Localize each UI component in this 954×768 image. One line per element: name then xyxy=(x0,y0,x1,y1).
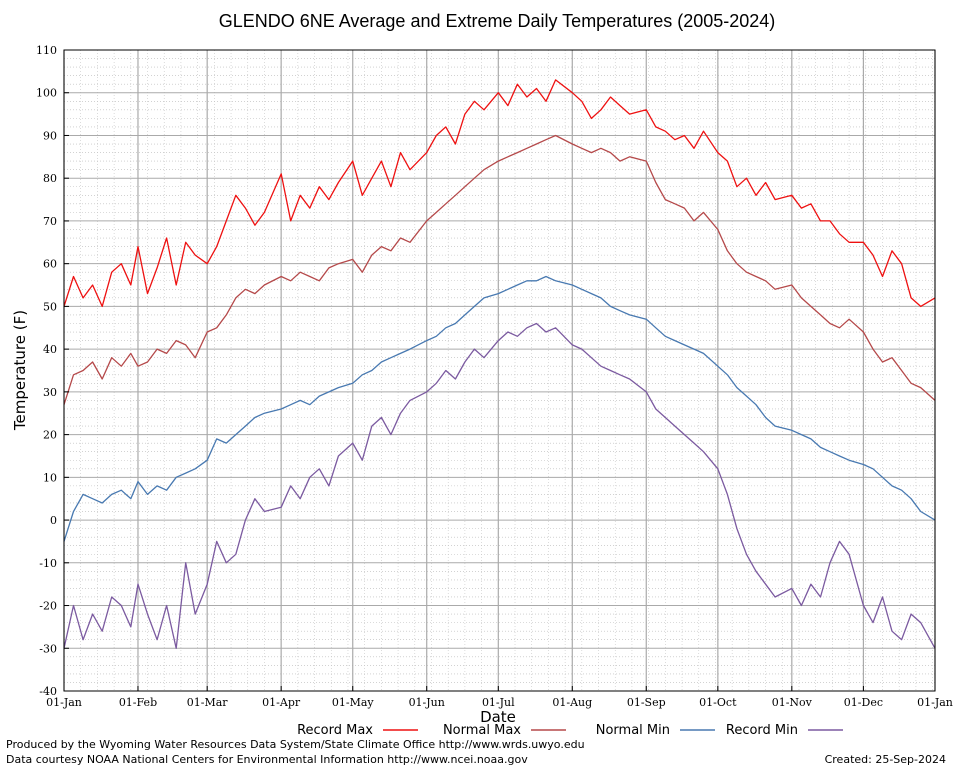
y-tick-label: 10 xyxy=(43,471,57,484)
legend-label: Record Min xyxy=(726,723,798,738)
series-line-record-min xyxy=(63,322,936,649)
x-tick-label: 01-Oct xyxy=(699,696,737,709)
y-tick-label: 90 xyxy=(43,129,57,142)
y-tick-label: -40 xyxy=(39,685,57,698)
x-tick-label: 01-Jun xyxy=(409,696,445,709)
y-tick-label: -10 xyxy=(39,557,57,570)
plot-background xyxy=(64,50,935,691)
legend-label: Normal Max xyxy=(443,723,521,738)
y-axis-label: Temperature (F) xyxy=(11,310,29,431)
x-axis-label: Date xyxy=(480,708,516,726)
series-line-record-max xyxy=(63,79,936,308)
y-tick-label: -20 xyxy=(39,600,57,613)
legend-label: Record Max xyxy=(297,723,373,738)
y-tick-label: 20 xyxy=(43,429,57,442)
series-line-normal-max xyxy=(63,134,936,405)
x-tick-label: 01-Jul xyxy=(482,696,515,709)
chart-title: GLENDO 6NE Average and Extreme Daily Tem… xyxy=(219,11,776,31)
y-tick-label: 40 xyxy=(43,343,57,356)
x-tick-label: 01-Apr xyxy=(262,696,301,709)
x-tick-label: 01-Nov xyxy=(772,696,813,709)
series-line-normal-min xyxy=(63,275,936,542)
x-tick-label: 01-May xyxy=(332,696,375,709)
y-tick-label: 30 xyxy=(43,386,57,399)
y-axis-ticks: -40 -30 -20 -10 0 10 20 30 40 50 60 70 80 90 100 110 xyxy=(36,44,69,698)
y-tick-label: 80 xyxy=(43,172,57,185)
x-tick-label: 01-Aug xyxy=(552,696,592,709)
footer-data-courtesy: Data courtesy NOAA National Centers for … xyxy=(6,753,528,766)
legend: Record Max Normal Max Normal Min Record Min xyxy=(297,723,843,738)
y-tick-label: 60 xyxy=(43,258,57,271)
y-tick-label: 0 xyxy=(50,514,57,527)
y-tick-label: 110 xyxy=(36,44,57,57)
y-tick-label: 50 xyxy=(43,300,57,313)
x-axis-ticks: 01-Jan 01-Feb 01-Mar 01-Apr 01-May 01-Jun 01-J… xyxy=(46,686,953,709)
legend-label: Normal Min xyxy=(596,723,670,738)
x-tick-label: 01-Jan xyxy=(46,696,82,709)
y-tick-label: 70 xyxy=(43,215,57,228)
x-tick-label: 01-Jan xyxy=(917,696,953,709)
y-tick-label: -30 xyxy=(39,642,57,655)
x-tick-label: 01-Sep xyxy=(627,696,666,709)
x-tick-label: 01-Feb xyxy=(119,696,157,709)
x-tick-label: 01-Mar xyxy=(187,696,229,709)
series-lines xyxy=(63,79,936,649)
x-tick-label: 01-Dec xyxy=(844,696,883,709)
y-tick-label: 100 xyxy=(36,87,57,100)
footer-created: Created: 25-Sep-2024 xyxy=(824,753,946,766)
footer-produced-by: Produced by the Wyoming Water Resources … xyxy=(6,738,585,751)
plot-frame xyxy=(63,49,936,692)
